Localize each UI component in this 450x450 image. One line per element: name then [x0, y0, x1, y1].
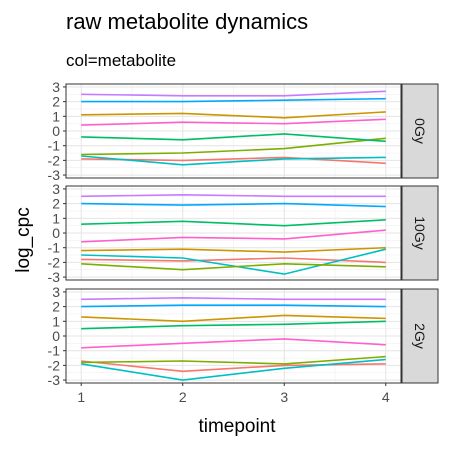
- series-line-metabolite-c: [81, 355, 386, 365]
- x-axis-title: timepoint: [198, 416, 276, 437]
- y-tick-label: 0: [52, 123, 60, 139]
- series-line-metabolite-a: [81, 257, 386, 264]
- series-line-metabolite-c: [81, 262, 386, 271]
- series-line-metabolite-g: [81, 219, 386, 227]
- y-tick-label: 0: [52, 225, 60, 241]
- x-tick-label: 2: [179, 389, 187, 405]
- y-tick-label: -2: [48, 152, 61, 168]
- series-line-metabolite-e: [81, 296, 386, 301]
- y-tick-label: 2: [52, 196, 60, 212]
- y-tick-label: -2: [48, 254, 61, 270]
- y-tick-label: -3: [48, 167, 61, 183]
- y-tick-label: 2: [52, 94, 60, 110]
- series-line-metabolite-b: [81, 155, 386, 166]
- facet-strip-label: 2Gy: [412, 323, 428, 349]
- facet-strip-label: 0Gy: [412, 118, 428, 144]
- series-line-metabolite-f: [81, 338, 386, 349]
- y-tick-label: -2: [48, 357, 61, 373]
- y-tick-label: 1: [52, 210, 60, 226]
- chart-title: raw metabolite dynamics: [66, 9, 308, 34]
- y-tick-label: 3: [52, 79, 60, 95]
- facet-strip-label: 10Gy: [412, 216, 428, 249]
- y-tick-label: 2: [52, 299, 60, 315]
- series-line-metabolite-d: [81, 202, 386, 208]
- x-axis: 1 2 3 4: [77, 383, 390, 405]
- facet-strip: [401, 288, 439, 384]
- series-line-metabolite-g: [81, 133, 386, 143]
- y-tick-label: -3: [48, 269, 61, 285]
- series-line-metabolite-f: [81, 229, 386, 243]
- series-line-metabolite-h: [81, 246, 386, 253]
- y-tick-label: 3: [52, 181, 60, 197]
- facet-strip: [401, 185, 439, 281]
- y-tick-label: 0: [52, 328, 60, 344]
- series-line-metabolite-e: [81, 193, 386, 198]
- series-line-metabolite-d: [81, 97, 386, 103]
- y-tick-label: -1: [48, 138, 61, 154]
- y-axis-title: log_cpc: [13, 207, 34, 273]
- x-tick-label: 3: [280, 389, 288, 405]
- series-line-metabolite-c: [81, 137, 386, 156]
- facet-strip: [401, 83, 439, 179]
- chart-subtitle: col=metabolite: [66, 51, 176, 70]
- y-tick-label: -1: [48, 240, 61, 256]
- y-tick-label: 1: [52, 108, 60, 124]
- x-tick-label: 1: [77, 389, 85, 405]
- y-tick-label: -3: [48, 372, 61, 388]
- series-line-metabolite-b: [81, 358, 386, 381]
- series-line-metabolite-e: [81, 90, 386, 97]
- y-tick-label: 1: [52, 313, 60, 329]
- series-line-metabolite-g: [81, 320, 386, 330]
- y-tick-label: -1: [48, 343, 61, 359]
- series-line-metabolite-h: [81, 314, 386, 323]
- series-line-metabolite-f: [81, 118, 386, 126]
- y-tick-label: 3: [52, 284, 60, 300]
- series-line-metabolite-h: [81, 111, 386, 119]
- series-line-metabolite-d: [81, 304, 386, 308]
- x-tick-label: 4: [382, 389, 390, 405]
